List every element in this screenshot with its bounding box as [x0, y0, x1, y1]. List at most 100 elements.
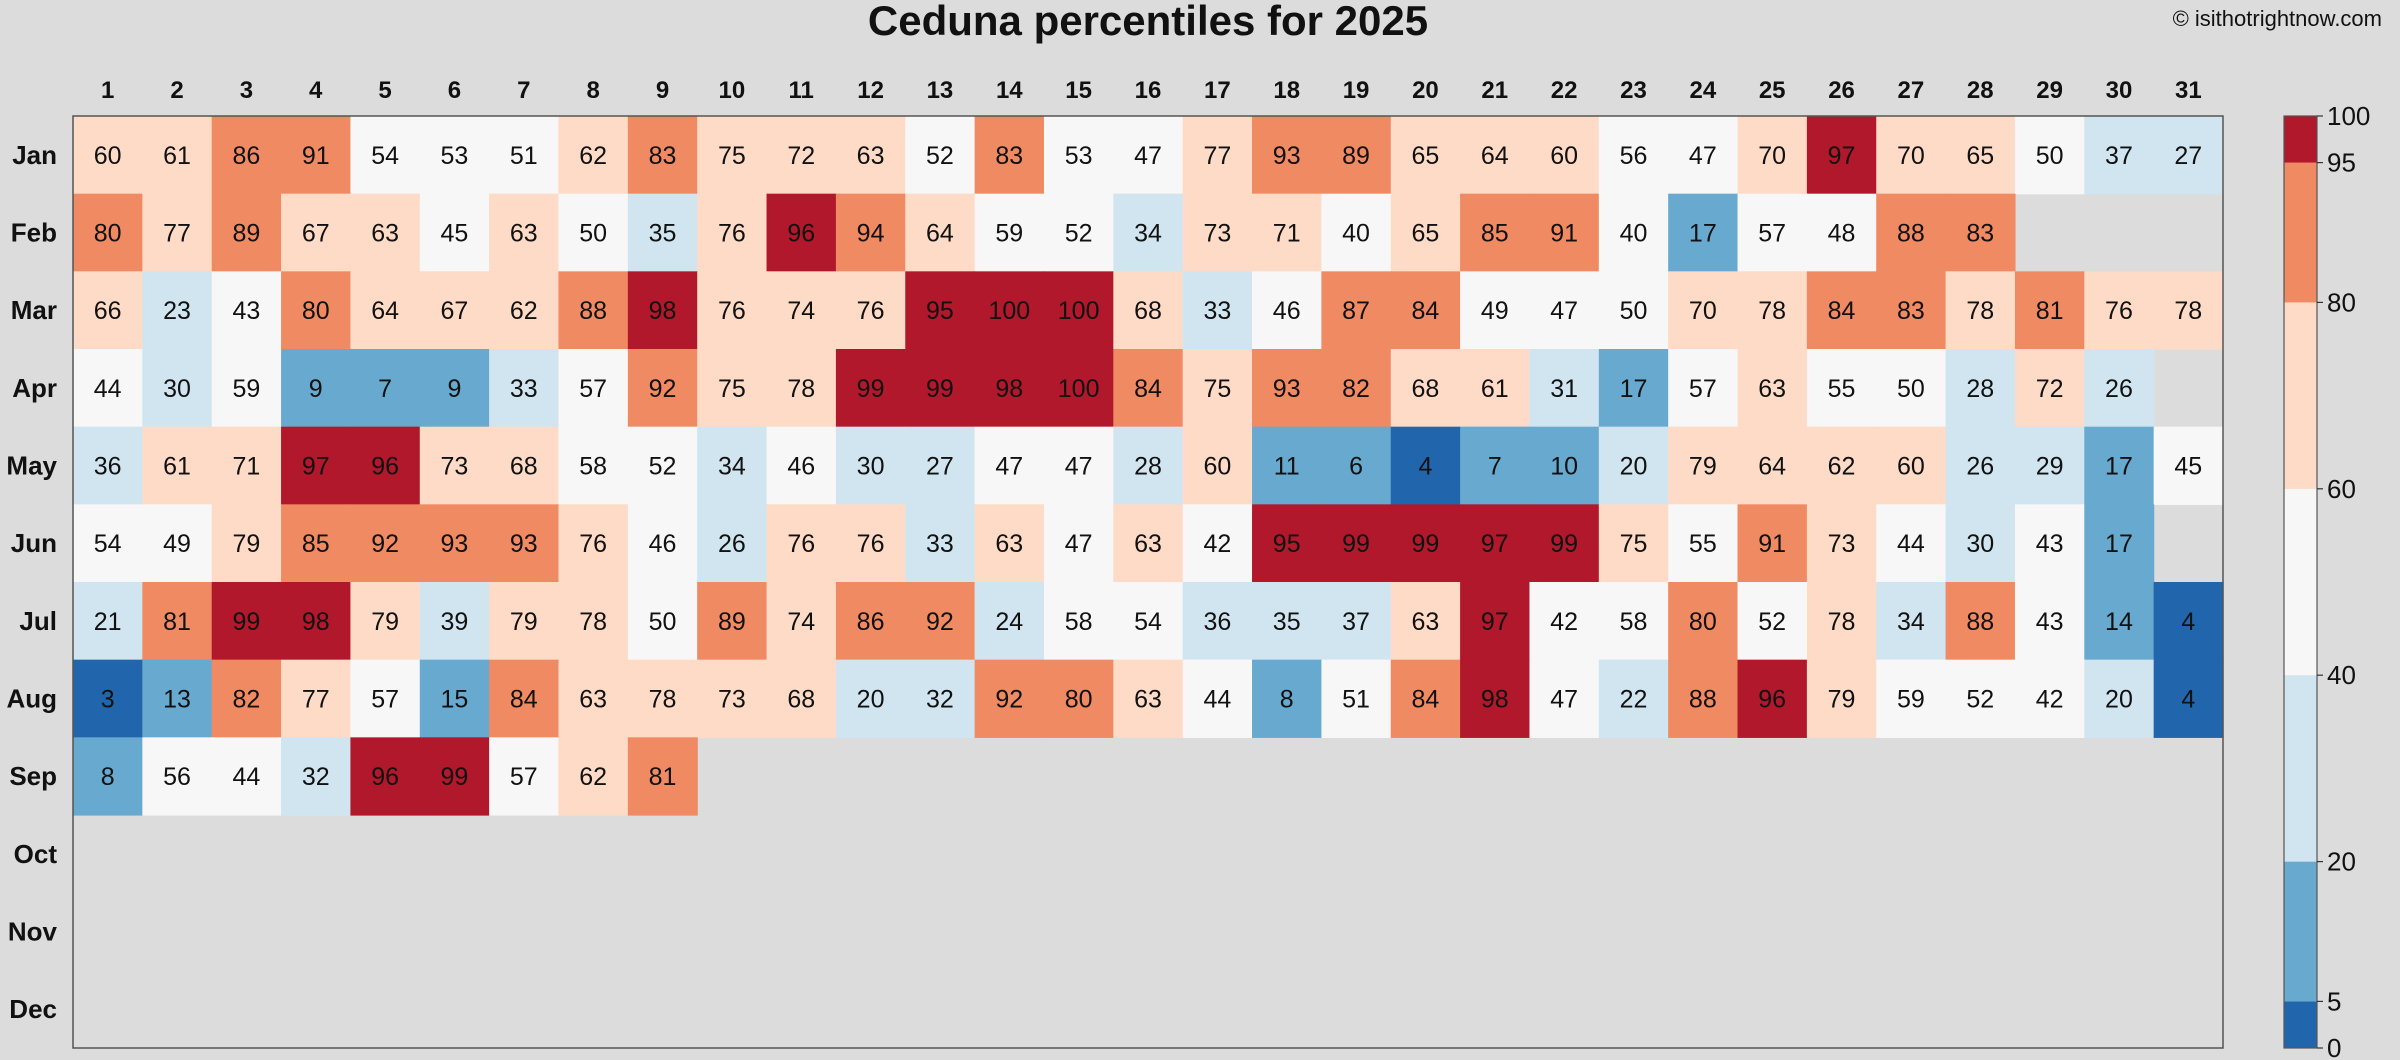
cell-value-label: 84: [1412, 297, 1440, 325]
heatmap-cell: [211, 116, 282, 195]
heatmap-cell: [697, 116, 768, 195]
heatmap-cell: [350, 116, 421, 195]
heatmap-cell: [350, 504, 421, 583]
cell-value-label: 91: [1758, 530, 1786, 558]
column-label-11: 11: [789, 77, 814, 104]
cell-value-label: 84: [1412, 686, 1440, 714]
colorbar-segment: [2284, 1001, 2317, 1048]
heatmap-cell: [211, 426, 282, 505]
cell-value-label: 84: [1828, 297, 1856, 325]
heatmap-cell: [697, 193, 768, 272]
heatmap-cell: [1529, 504, 1600, 583]
cell-value-label: 17: [1620, 375, 1648, 403]
row-label-aug: Aug: [6, 684, 57, 714]
heatmap-cell: [1252, 116, 1322, 195]
cell-value-label: 37: [2105, 142, 2133, 170]
heatmap-cell: [1876, 582, 1947, 661]
cell-value-label: 50: [649, 608, 677, 636]
cell-value-label: 78: [649, 686, 677, 714]
cell-value-label: 98: [995, 375, 1023, 403]
cell-value-label: 28: [1134, 453, 1162, 481]
heatmap-cell: [142, 349, 213, 428]
heatmap-cell: [1460, 116, 1531, 195]
heatmap-cell: [627, 271, 698, 350]
heatmap-cell: [627, 349, 698, 428]
cell-value-label: 9: [447, 375, 461, 403]
cell-value-label: 40: [1620, 220, 1648, 248]
cell-value-label: 76: [2105, 297, 2133, 325]
column-label-30: 30: [2106, 77, 2133, 104]
heatmap-cell: [974, 426, 1045, 505]
column-label-4: 4: [309, 77, 323, 104]
heatmap-cell: [835, 426, 906, 505]
heatmap-cell: [627, 116, 698, 195]
heatmap-cell: [1043, 349, 1114, 428]
cell-value-label: 89: [718, 608, 746, 636]
cell-value-label: 57: [579, 375, 607, 403]
heatmap-cell: [835, 271, 906, 350]
cell-value-label: 95: [926, 297, 954, 325]
cell-value-label: 93: [1273, 375, 1301, 403]
row-label-feb: Feb: [11, 218, 57, 248]
heatmap-cell: [281, 193, 352, 272]
cell-value-label: 100: [988, 297, 1030, 325]
colorbar-tick-label: 20: [2327, 847, 2356, 877]
cell-value-label: 59: [995, 220, 1023, 248]
heatmap-cell: [1529, 349, 1600, 428]
cell-value-label: 43: [2036, 530, 2064, 558]
cell-value-label: 74: [787, 608, 815, 636]
heatmap-cell: [350, 737, 421, 816]
cell-value-label: 26: [2105, 375, 2133, 403]
cell-value-label: 45: [2174, 453, 2202, 481]
heatmap-cell: [1945, 349, 2016, 428]
cell-value-label: 79: [232, 530, 260, 558]
heatmap-cell: [2014, 582, 2085, 661]
cell-value-label: 57: [510, 763, 538, 791]
cell-value-label: 60: [1203, 453, 1231, 481]
heatmap-cell: [627, 426, 698, 505]
heatmap-cell: [419, 504, 490, 583]
colorbar-tick-label: 95: [2327, 148, 2356, 178]
heatmap-cell: [2084, 582, 2155, 661]
column-label-1: 1: [101, 77, 114, 104]
cell-value-label: 89: [232, 220, 260, 248]
cell-value-label: 32: [302, 763, 330, 791]
heatmap-cell: [419, 116, 490, 195]
heatmap-cell: [1252, 349, 1322, 428]
heatmap-cell: [974, 193, 1045, 272]
cell-value-label: 30: [1966, 530, 1994, 558]
heatmap-cell: [350, 349, 421, 428]
cell-value-label: 78: [2174, 297, 2202, 325]
cell-value-label: 62: [579, 763, 607, 791]
cell-value-label: 22: [1620, 686, 1648, 714]
heatmap-cell: [281, 426, 352, 505]
heatmap-cell: [905, 504, 976, 583]
cell-value-label: 92: [649, 375, 677, 403]
cell-value-label: 36: [1203, 608, 1231, 636]
cell-value-label: 72: [787, 142, 815, 170]
heatmap-cell: [1529, 116, 1600, 195]
heatmap-cell: [1390, 116, 1461, 195]
cell-value-label: 78: [579, 608, 607, 636]
colorbar: 0 5 20 40 60 80 95 100: [2283, 101, 2370, 1060]
heatmap-cell: [1737, 116, 1808, 195]
heatmap-cell: [1668, 271, 1739, 350]
cell-value-label: 70: [1897, 142, 1925, 170]
column-label-22: 22: [1551, 77, 1578, 104]
cell-value-label: 85: [1481, 220, 1509, 248]
heatmap-cell: [905, 659, 976, 738]
heatmap-cell: [1043, 426, 1114, 505]
heatmap-cell: [2153, 582, 2224, 661]
heatmap-cell: [489, 737, 560, 816]
heatmap-cell: [1876, 271, 1947, 350]
cell-value-label: 89: [1342, 142, 1370, 170]
heatmap-cell: [489, 116, 560, 195]
cell-value-label: 52: [926, 142, 954, 170]
heatmap-cell: [1668, 504, 1739, 583]
cell-value-label: 4: [2181, 608, 2195, 636]
heatmap-cell: [1737, 582, 1808, 661]
cell-value-label: 73: [718, 686, 746, 714]
cell-value-label: 23: [163, 297, 191, 325]
cell-value-label: 48: [1828, 220, 1856, 248]
column-label-9: 9: [656, 77, 669, 104]
